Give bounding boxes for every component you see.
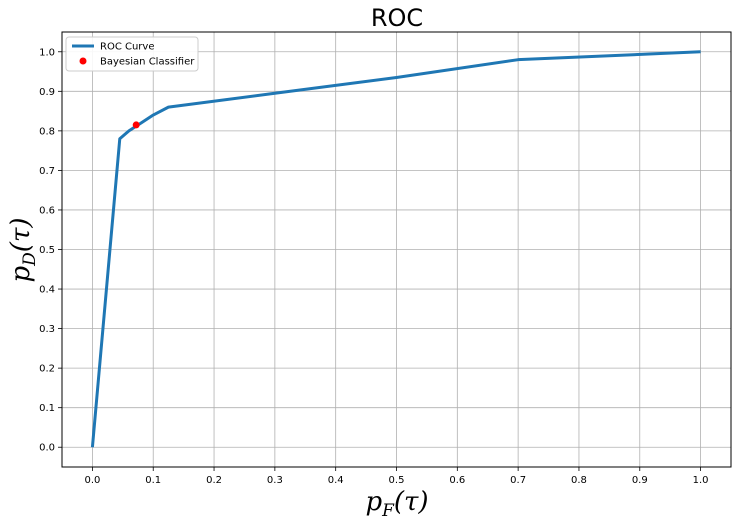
x-axis-ticks: 0.0 0.1 0.2 0.3 0.4 0.5 0.6 0.7 0.8 0.9 1.0 [84, 467, 709, 486]
legend: ROC Curve Bayesian Classifier [65, 36, 199, 72]
y-tick-label: 0.9 [39, 87, 55, 98]
x-tick-label: 0.7 [510, 475, 526, 486]
y-tick-label: 1.0 [39, 47, 55, 58]
grid [62, 32, 731, 467]
x-tick-label: 1.0 [693, 475, 709, 486]
x-axis-label: pF(τ) [365, 487, 428, 521]
y-tick-label: 0.6 [39, 205, 55, 216]
bayesian-classifier-point [132, 121, 140, 129]
y-tick-label: 0.4 [39, 285, 55, 296]
y-axis-label: pD(τ) [6, 218, 40, 283]
x-tick-label: 0.5 [389, 475, 405, 486]
legend-box [65, 36, 199, 72]
y-axis-ticks: 0.0 0.1 0.2 0.3 0.4 0.5 0.6 0.7 0.8 0.9 1.0 [39, 47, 62, 454]
x-tick-label: 0.9 [632, 475, 648, 486]
x-tick-label: 0.6 [449, 475, 465, 486]
x-tick-label: 0.4 [328, 475, 344, 486]
x-tick-label: 0.8 [571, 475, 587, 486]
legend-bayes-marker-swatch [79, 57, 87, 65]
legend-bayes-label: Bayesian Classifier [100, 57, 195, 68]
y-tick-label: 0.8 [39, 126, 55, 137]
x-tick-label: 0.0 [84, 475, 100, 486]
y-tick-label: 0.7 [39, 166, 55, 177]
y-tick-label: 0.2 [39, 364, 55, 375]
series-layer [90, 50, 701, 448]
chart-title: ROC [371, 4, 423, 32]
y-tick-label: 0.3 [39, 324, 55, 335]
y-tick-label: 0.5 [39, 245, 55, 256]
x-tick-label: 0.3 [267, 475, 283, 486]
x-tick-label: 0.2 [206, 475, 222, 486]
x-tick-label: 0.1 [145, 475, 161, 486]
y-tick-label: 0.0 [39, 443, 55, 454]
y-tick-label: 0.1 [39, 403, 55, 414]
roc-curve-line [90, 50, 701, 448]
legend-roc-label: ROC Curve [100, 42, 154, 53]
